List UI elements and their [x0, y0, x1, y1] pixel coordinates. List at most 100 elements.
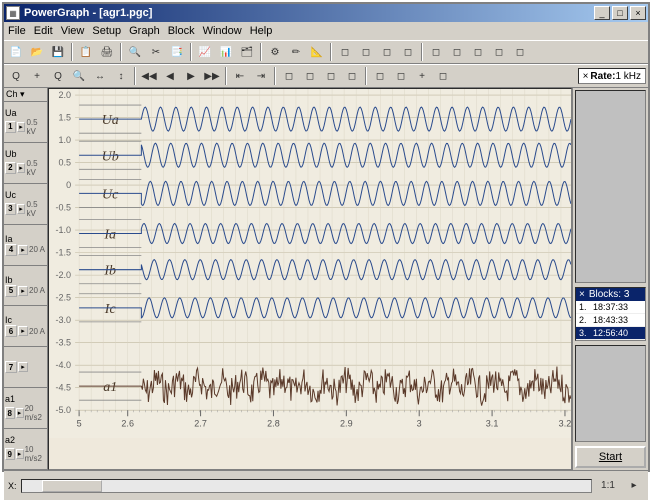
toolbar-btn-21[interactable]: ◻ — [377, 42, 397, 62]
toolbar-sep — [225, 67, 227, 85]
channel-play-icon[interactable]: ▸ — [17, 163, 26, 173]
toolbar-btn-3[interactable]: 🔍 — [69, 66, 89, 86]
toolbar-btn-8[interactable]: ◀ — [160, 66, 180, 86]
toolbar-btn-2[interactable]: Q — [48, 66, 68, 86]
channel-9[interactable]: a29▸10 m/s2 — [4, 429, 47, 470]
channel-idx[interactable]: 7 — [5, 361, 17, 373]
toolbar-btn-21[interactable]: ◻ — [391, 66, 411, 86]
block-row[interactable]: 1.18:37:33 — [576, 301, 645, 314]
zoom-11[interactable]: 1:1 — [596, 476, 620, 496]
channel-play-icon[interactable]: ▸ — [16, 449, 24, 459]
toolbar-2: Q+Q🔍↔↕◀◀◀▶▶▶⇤⇥◻◻◻◻◻◻+◻×Rate: 1 kHz — [4, 64, 648, 88]
plot-area[interactable]: 2.01.51.00.50-0.5-1.0-1.5-2.0-2.5-3.0-3.… — [48, 88, 572, 470]
toolbar-btn-2[interactable]: 💾 — [48, 42, 68, 62]
channel-7[interactable]: 7▸ — [4, 347, 47, 388]
toolbar-btn-7[interactable]: 🔍 — [125, 42, 145, 62]
toolbar-btn-4[interactable]: ↔ — [90, 66, 110, 86]
toolbar-btn-28[interactable]: ◻ — [510, 42, 530, 62]
toolbar-btn-9[interactable]: ▶ — [181, 66, 201, 86]
toolbar-btn-16[interactable]: ✏ — [286, 42, 306, 62]
svg-text:-3.0: -3.0 — [56, 315, 72, 325]
channel-3[interactable]: Uc3▸0.5 kV — [4, 184, 47, 225]
toolbar-btn-12[interactable]: 📊 — [216, 42, 236, 62]
channel-idx[interactable]: 6 — [5, 325, 17, 337]
toolbar-btn-27[interactable]: ◻ — [489, 42, 509, 62]
toolbar-btn-20[interactable]: ◻ — [370, 66, 390, 86]
toolbar-btn-18[interactable]: ◻ — [342, 66, 362, 86]
channel-6[interactable]: Ic6▸20 A — [4, 306, 47, 347]
toolbar-btn-22[interactable]: + — [412, 66, 432, 86]
menu-block[interactable]: Block — [168, 25, 195, 37]
svg-text:2.8: 2.8 — [267, 418, 280, 428]
start-button[interactable]: Start — [575, 446, 646, 468]
channel-5[interactable]: Ib5▸20 A — [4, 266, 47, 307]
channel-1[interactable]: Ua1▸0.5 kV — [4, 102, 47, 143]
menu-view[interactable]: View — [61, 25, 85, 37]
channel-idx[interactable]: 8 — [5, 407, 15, 419]
menu-graph[interactable]: Graph — [129, 25, 160, 37]
toolbar-btn-13[interactable]: ⇥ — [251, 66, 271, 86]
channel-idx[interactable]: 5 — [5, 285, 17, 297]
toolbar-btn-15[interactable]: ◻ — [279, 66, 299, 86]
menu-edit[interactable]: Edit — [34, 25, 53, 37]
channel-idx[interactable]: 1 — [5, 121, 16, 133]
rate-box[interactable]: ×Rate: 1 kHz — [578, 68, 646, 84]
channel-name: Ua — [5, 108, 46, 118]
toolbar-btn-17[interactable]: ◻ — [321, 66, 341, 86]
menu-file[interactable]: File — [8, 25, 26, 37]
channel-idx[interactable]: 4 — [5, 244, 17, 256]
toolbar-btn-8[interactable]: ✂ — [146, 42, 166, 62]
scrollbar-thumb[interactable] — [42, 480, 102, 492]
toolbar-btn-20[interactable]: ◻ — [356, 42, 376, 62]
channel-play-icon[interactable]: ▸ — [18, 245, 28, 255]
close-button[interactable]: × — [630, 6, 646, 20]
toolbar-btn-15[interactable]: ⚙ — [265, 42, 285, 62]
channel-range: 10 m/s2 — [25, 445, 46, 463]
menu-window[interactable]: Window — [203, 25, 242, 37]
maximize-button[interactable]: □ — [612, 6, 628, 20]
channel-play-icon[interactable]: ▸ — [17, 204, 26, 214]
toolbar-btn-24[interactable]: ◻ — [426, 42, 446, 62]
toolbar-btn-19[interactable]: ◻ — [335, 42, 355, 62]
toolbar-btn-16[interactable]: ◻ — [300, 66, 320, 86]
channel-8[interactable]: a18▸20 m/s2 — [4, 388, 47, 429]
minimize-button[interactable]: _ — [594, 6, 610, 20]
channel-4[interactable]: Ia4▸20 A — [4, 225, 47, 266]
toolbar-btn-23[interactable]: ◻ — [433, 66, 453, 86]
toolbar-btn-1[interactable]: + — [27, 66, 47, 86]
h-scrollbar[interactable] — [21, 479, 592, 493]
blocks-title-x[interactable]: × — [579, 289, 585, 300]
toolbar-btn-12[interactable]: ⇤ — [230, 66, 250, 86]
block-row[interactable]: 3.12:56:40 — [576, 327, 645, 340]
channel-idx[interactable]: 3 — [5, 203, 16, 215]
channel-play-icon[interactable]: ▸ — [17, 122, 26, 132]
channel-idx[interactable]: 2 — [5, 162, 16, 174]
toolbar-btn-0[interactable]: 📄 — [6, 42, 26, 62]
toolbar-btn-9[interactable]: 📑 — [167, 42, 187, 62]
next-icon[interactable]: ▸ — [624, 476, 644, 496]
channel-idx[interactable]: 9 — [5, 448, 15, 460]
toolbar-btn-10[interactable]: ▶▶ — [202, 66, 222, 86]
toolbar-btn-17[interactable]: 📐 — [307, 42, 327, 62]
toolbar-btn-4[interactable]: 📋 — [76, 42, 96, 62]
toolbar-btn-13[interactable]: 🗂 — [237, 42, 257, 62]
channel-play-icon[interactable]: ▸ — [18, 326, 28, 336]
toolbar-btn-25[interactable]: ◻ — [447, 42, 467, 62]
toolbar-btn-1[interactable]: 📂 — [27, 42, 47, 62]
toolbar-btn-11[interactable]: 📈 — [195, 42, 215, 62]
toolbar-btn-5[interactable]: ↕ — [111, 66, 131, 86]
toolbar-btn-5[interactable]: 🖨 — [97, 42, 117, 62]
toolbar-btn-26[interactable]: ◻ — [468, 42, 488, 62]
channel-play-icon[interactable]: ▸ — [18, 362, 28, 372]
toolbar-btn-22[interactable]: ◻ — [398, 42, 418, 62]
channel-play-icon[interactable]: ▸ — [18, 286, 28, 296]
channel-2[interactable]: Ub2▸0.5 kV — [4, 143, 47, 184]
channel-header[interactable]: Ch ▾ — [4, 88, 47, 102]
channel-play-icon[interactable]: ▸ — [16, 408, 24, 418]
block-row[interactable]: 2.18:43:33 — [576, 314, 645, 327]
menu-setup[interactable]: Setup — [92, 25, 121, 37]
toolbar-btn-7[interactable]: ◀◀ — [139, 66, 159, 86]
toolbar-btn-0[interactable]: Q — [6, 66, 26, 86]
menu-help[interactable]: Help — [250, 25, 273, 37]
channel-name: Ic — [5, 315, 46, 325]
